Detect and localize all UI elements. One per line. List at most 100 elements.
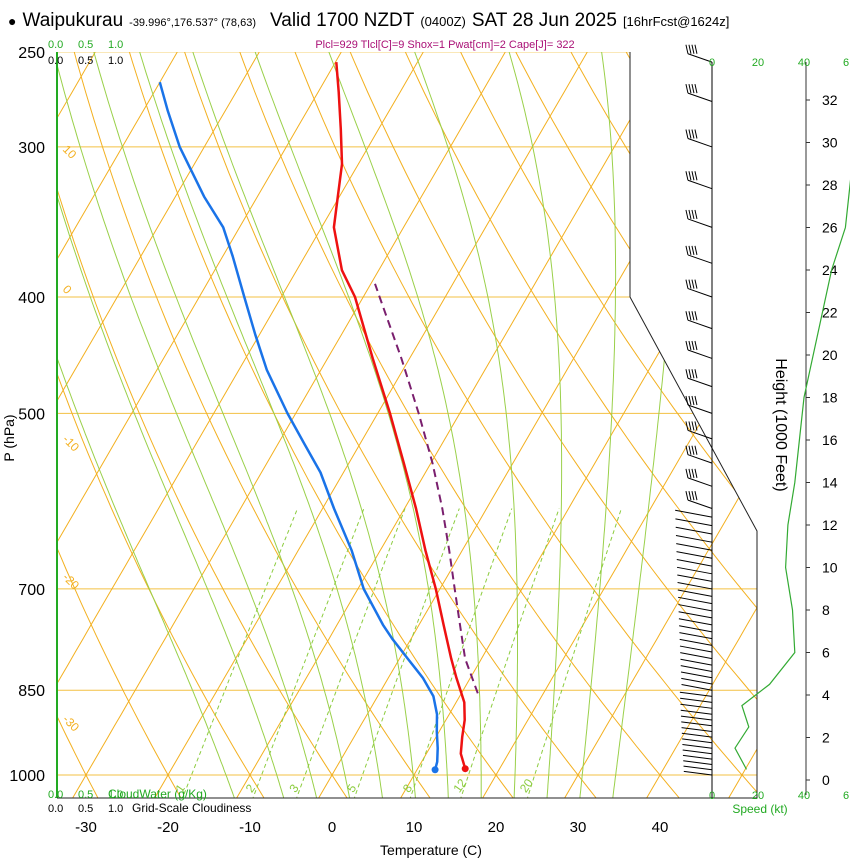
- wind-barb: [679, 691, 713, 697]
- wind-barb-flag: [685, 490, 689, 501]
- pressure-tick-label: 300: [18, 140, 45, 157]
- wind-barb: [679, 625, 713, 633]
- wind-barb: [683, 770, 713, 776]
- header-bullet: ●: [8, 13, 16, 29]
- dry-adiabat-line: [449, 52, 757, 798]
- dry-adiabat-line: [286, 52, 757, 798]
- wind-barb: [683, 765, 713, 771]
- isotherm-line: [57, 52, 260, 798]
- speed-tick-top: 40: [798, 57, 810, 69]
- temperature-tick-label: 20: [488, 819, 505, 836]
- wind-barb: [681, 727, 713, 732]
- dry-adiabat-line: [122, 52, 516, 798]
- bottom-cloudwater-tick: 0.5: [78, 789, 93, 801]
- pressure-tick-label: 700: [18, 582, 45, 599]
- wind-barb-flag: [688, 279, 692, 289]
- wind-barb-flag: [685, 395, 689, 406]
- wind-barb-flag: [685, 369, 689, 379]
- isotherm-label: 0: [668, 181, 685, 200]
- wind-barb-flag: [688, 84, 692, 94]
- isotherm-line: [57, 52, 342, 798]
- wind-barb-flag: [694, 369, 698, 379]
- mixing-ratio-line: [459, 508, 560, 798]
- speed-tick-bottom: 0: [709, 790, 715, 802]
- wind-barb: [680, 658, 713, 666]
- surface-temperature-dot: [461, 765, 469, 773]
- temperature-tick-label: -20: [157, 819, 179, 836]
- dry-adiabat-label: -30: [60, 712, 82, 734]
- wind-barb: [687, 319, 713, 330]
- height-tick-label: 18: [822, 390, 838, 406]
- moist-adiabat-line: [579, 52, 617, 798]
- temperature-tick-label: -30: [75, 819, 97, 836]
- moist-adiabat-line: [254, 52, 449, 798]
- wind-barb-flag: [694, 340, 698, 351]
- dry-adiabat-line: [57, 52, 350, 798]
- wind-barb: [682, 738, 713, 744]
- wind-barb: [679, 632, 713, 640]
- wind-barb: [683, 760, 713, 765]
- wind-barb-flag: [691, 311, 695, 321]
- speed-axis-label: Speed (kt): [732, 802, 787, 816]
- height-tick-label: 4: [822, 687, 830, 703]
- wind-barb: [677, 574, 713, 582]
- speed-tick-top: 0: [709, 57, 715, 69]
- indices-text: Plcl=929 Tlcl[C]=9 Shox=1 Pwat[cm]=2 Cap…: [315, 39, 574, 51]
- isotherm-label: 20: [712, 382, 736, 406]
- isotherm-line: [562, 52, 757, 798]
- bottom-cloudwater-tick: 1.0: [108, 789, 123, 801]
- pressure-tick-label: 400: [18, 290, 45, 307]
- wind-barb-flag: [685, 84, 689, 94]
- wind-barb: [675, 518, 713, 527]
- top-cloudiness-tick: 0.5: [78, 55, 93, 67]
- header-station: Waipukurau: [22, 10, 123, 31]
- mixing-ratio-line: [251, 508, 365, 798]
- moist-adiabat-line: [57, 52, 236, 798]
- cloudiness-label: Grid-Scale Cloudiness: [132, 801, 251, 815]
- wind-barb-flag: [694, 468, 698, 479]
- dry-adiabat-label: 10: [60, 142, 80, 162]
- mixing-ratio-line: [295, 508, 406, 798]
- wind-barb-flag: [685, 468, 689, 479]
- height-tick-label: 28: [822, 177, 838, 193]
- wind-barb-flag: [685, 279, 689, 289]
- dry-adiabat-label: -10: [60, 432, 82, 454]
- wind-barb-flag: [685, 445, 689, 455]
- y-axis-label: P (hPa): [1, 414, 17, 461]
- mixing-ratio-line: [526, 508, 622, 798]
- mixing-ratio-label: 8: [400, 781, 415, 795]
- wind-barb-flag: [691, 84, 695, 94]
- isotherm-line: [234, 52, 670, 798]
- wind-barb-flag: [685, 245, 689, 256]
- wind-barb-flag: [688, 245, 692, 256]
- mixing-ratio-label: 5: [344, 781, 359, 795]
- wind-barb: [677, 582, 713, 590]
- top-cloudiness-tick: 1.0: [108, 55, 123, 67]
- speed-tick-top: 6: [843, 57, 849, 69]
- wind-barb: [681, 732, 713, 738]
- wind-barb: [681, 684, 713, 691]
- header-date: SAT 28 Jun 2025: [472, 10, 617, 31]
- mixing-ratio-label: 3: [286, 781, 301, 795]
- moist-adiabat-line: [414, 52, 518, 798]
- profiles: [158, 61, 479, 774]
- wind-barb-flag: [688, 209, 692, 220]
- wind-barb: [687, 499, 713, 509]
- dry-adiabat-line: [340, 52, 757, 798]
- wind-barb-flag: [691, 129, 695, 139]
- wind-barb-flag: [691, 395, 695, 406]
- wind-barb: [680, 703, 713, 709]
- height-tick-label: 6: [822, 645, 830, 661]
- wind-barb: [678, 611, 713, 619]
- mixing-ratio-line: [181, 508, 298, 798]
- wind-barb: [687, 404, 713, 414]
- surface-dewpoint-dot: [431, 766, 439, 774]
- wind-barb: [678, 604, 713, 612]
- wind-barb: [675, 509, 713, 518]
- wind-barb-flag: [685, 311, 689, 321]
- header-valid: Valid 1700 NZDT: [270, 10, 415, 31]
- top-cloudwater-tick: 0.5: [78, 39, 93, 51]
- wind-barb: [681, 677, 713, 685]
- wind-barb-flag: [694, 395, 698, 406]
